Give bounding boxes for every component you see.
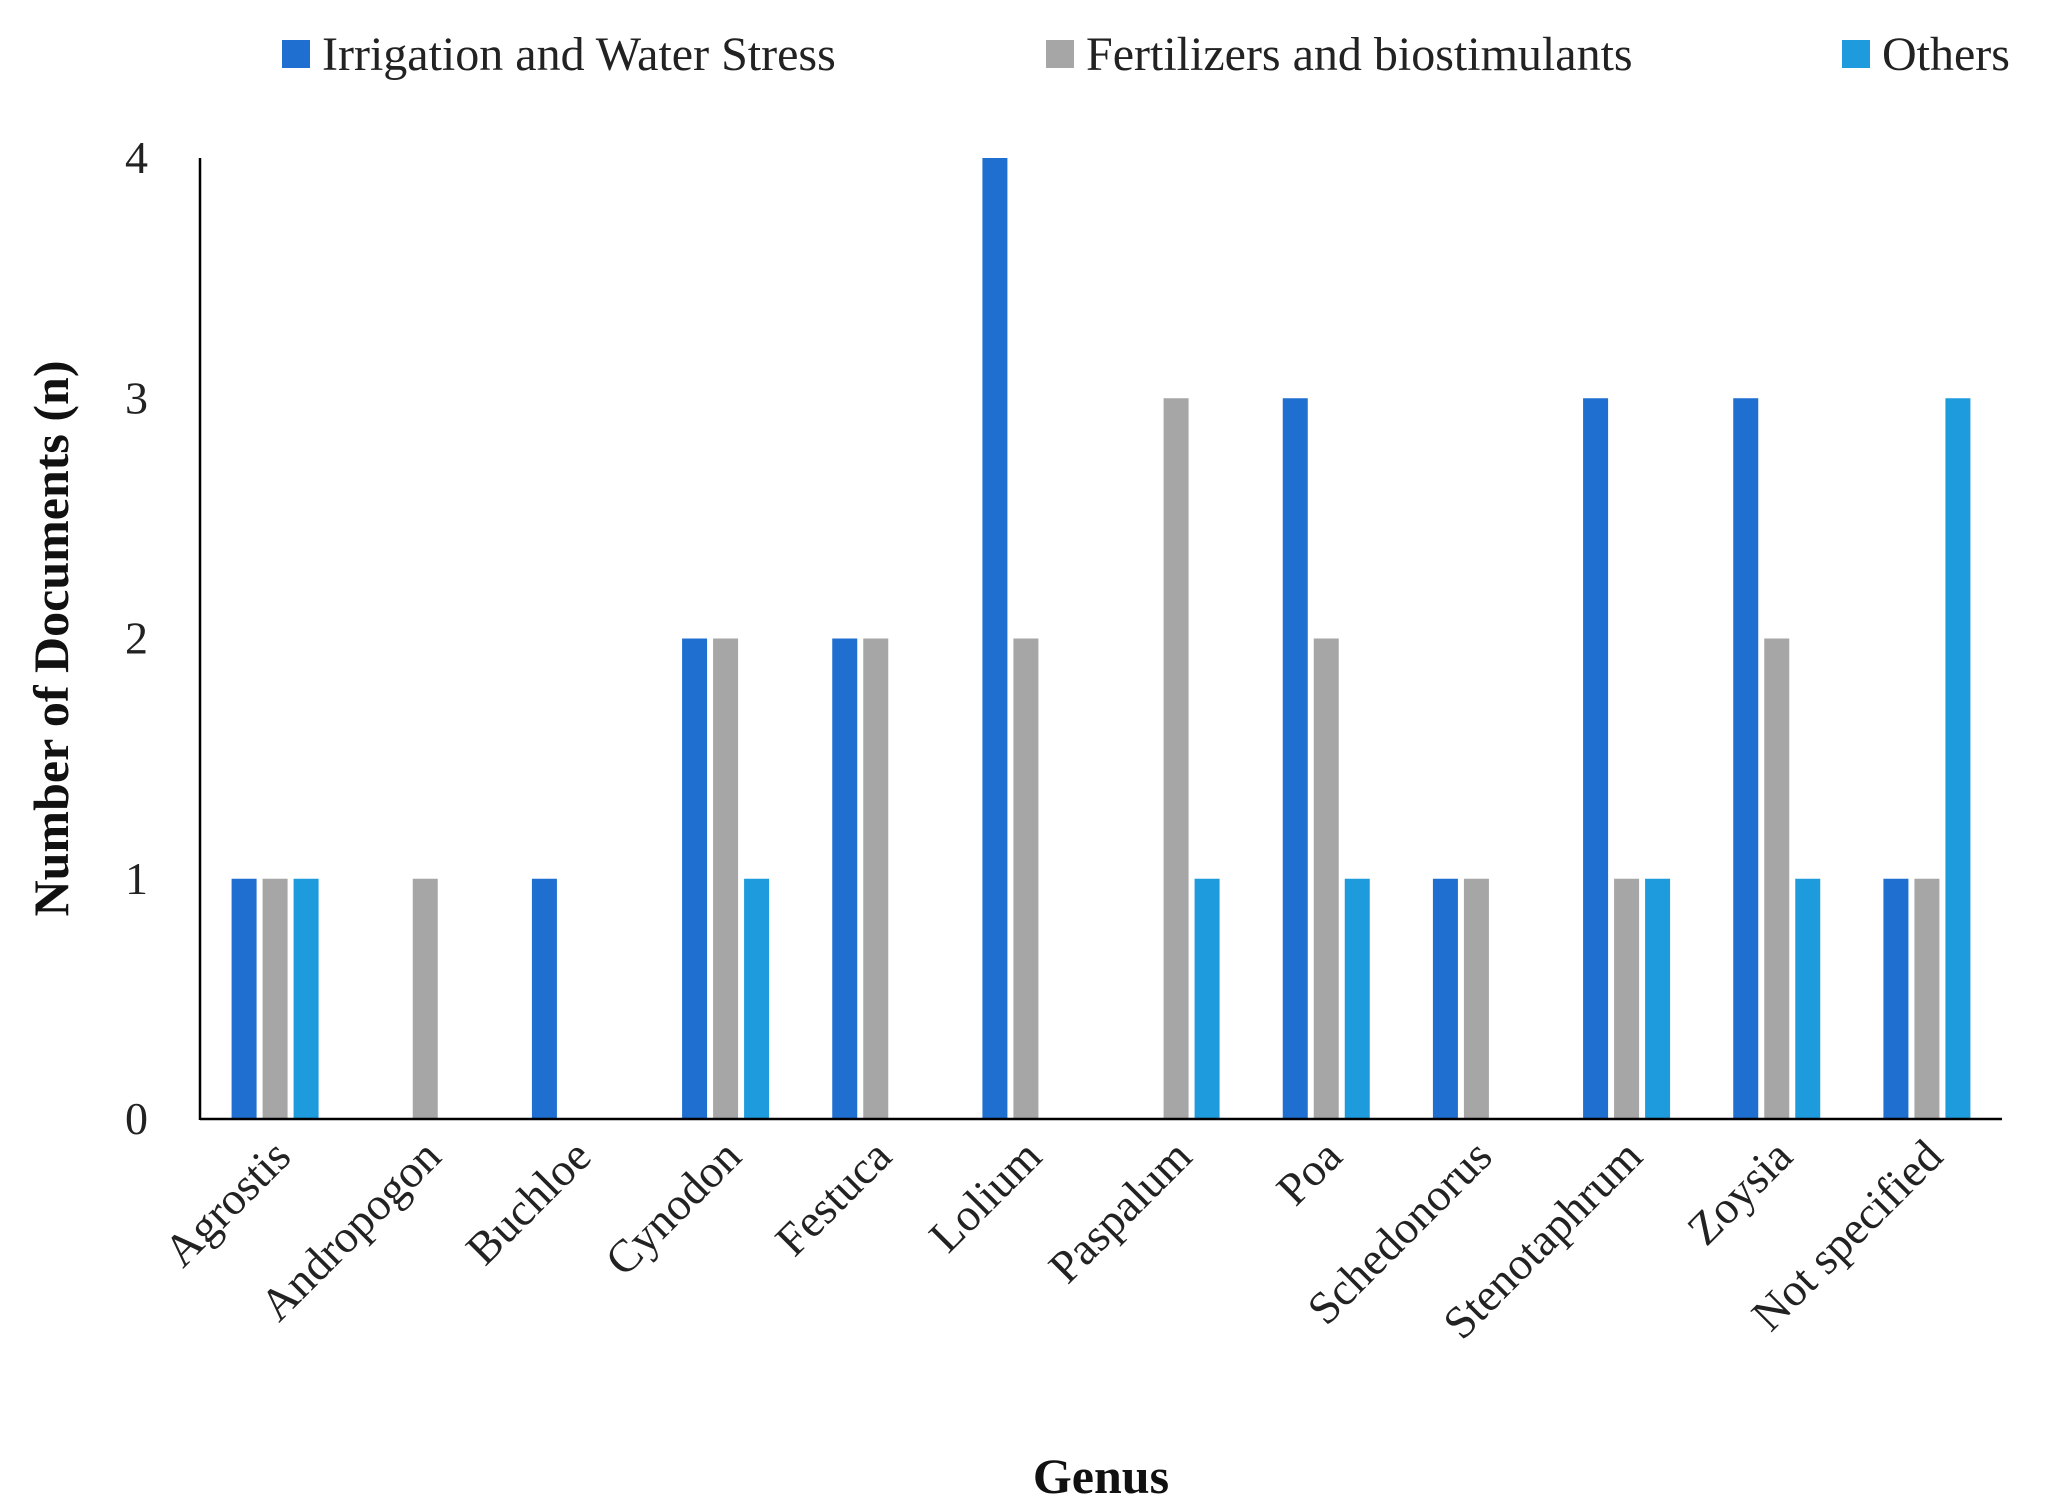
bar-others-cynodon	[744, 878, 770, 1119]
y-tick-label: 0	[125, 1093, 148, 1144]
bar-others-paspalum	[1194, 878, 1220, 1119]
legend-swatch	[1842, 40, 1870, 68]
x-tick-label-poa: Poa	[1266, 1130, 1351, 1215]
x-tick-label-lolium: Lolium	[919, 1130, 1051, 1262]
bar-irrigation-and-water-stress-cynodon	[682, 638, 708, 1119]
bar-others-agrostis	[293, 878, 319, 1119]
bar-irrigation-and-water-stress-zoysia	[1733, 398, 1759, 1119]
bar-irrigation-and-water-stress-buchloe	[531, 878, 557, 1119]
bar-others-not-specified	[1945, 398, 1971, 1119]
bar-irrigation-and-water-stress-schedonorus	[1432, 878, 1458, 1119]
bar-fertilizers-and-biostimulants-cynodon	[713, 638, 739, 1119]
bar-irrigation-and-water-stress-poa	[1282, 398, 1308, 1119]
bar-fertilizers-and-biostimulants-paspalum	[1163, 398, 1189, 1119]
legend-item-fertilizers-and-biostimulants: Fertilizers and biostimulants	[1046, 28, 1633, 81]
bar-fertilizers-and-biostimulants-not-specified	[1914, 878, 1940, 1119]
bar-others-stenotaphrum	[1645, 878, 1671, 1119]
y-tick-label: 2	[125, 613, 148, 664]
bar-fertilizers-and-biostimulants-poa	[1313, 638, 1339, 1119]
y-tick-label: 4	[125, 132, 148, 183]
bar-fertilizers-and-biostimulants-schedonorus	[1463, 878, 1489, 1119]
legend-item-others: Others	[1842, 28, 2010, 81]
legend-swatch	[282, 40, 310, 68]
bar-fertilizers-and-biostimulants-andropogon	[412, 878, 438, 1119]
x-tick-label-paspalum: Paspalum	[1039, 1130, 1202, 1293]
bar-fertilizers-and-biostimulants-stenotaphrum	[1614, 878, 1640, 1119]
legend-swatch	[1046, 40, 1074, 68]
y-tick-label: 1	[125, 853, 148, 904]
bar-fertilizers-and-biostimulants-festuca	[863, 638, 889, 1119]
x-tick-label-buchloe: Buchloe	[456, 1130, 600, 1274]
bar-fertilizers-and-biostimulants-lolium	[1013, 638, 1039, 1119]
bar-fertilizers-and-biostimulants-agrostis	[262, 878, 288, 1119]
bar-irrigation-and-water-stress-stenotaphrum	[1583, 398, 1609, 1119]
legend-label: Fertilizers and biostimulants	[1086, 28, 1633, 81]
y-axis-title: Number of Documents (n)	[23, 361, 79, 917]
bar-irrigation-and-water-stress-agrostis	[231, 878, 257, 1119]
legend-label: Irrigation and Water Stress	[322, 28, 836, 81]
bar-others-zoysia	[1795, 878, 1821, 1119]
axes	[198, 158, 2002, 1121]
bars	[231, 158, 1971, 1119]
legend-label: Others	[1882, 28, 2010, 81]
x-axis-title: Genus	[1033, 1448, 1169, 1504]
legend-item-irrigation-and-water-stress: Irrigation and Water Stress	[282, 28, 836, 81]
x-tick-label-festuca: Festuca	[765, 1130, 900, 1265]
legend: Irrigation and Water Stress Fertilizers a…	[282, 28, 2010, 81]
x-tick-label-zoysia: Zoysia	[1677, 1130, 1802, 1255]
bar-irrigation-and-water-stress-lolium	[982, 158, 1008, 1119]
bar-irrigation-and-water-stress-festuca	[832, 638, 858, 1119]
x-tick-label-agrostis: Agrostis	[154, 1130, 300, 1276]
bar-fertilizers-and-biostimulants-zoysia	[1764, 638, 1790, 1119]
y-tick-label: 3	[125, 372, 148, 423]
x-tick-label-cynodon: Cynodon	[595, 1130, 750, 1285]
bar-others-poa	[1344, 878, 1370, 1119]
bar-irrigation-and-water-stress-not-specified	[1883, 878, 1909, 1119]
y-tick-labels: 0 1 2 3 4	[125, 132, 148, 1144]
